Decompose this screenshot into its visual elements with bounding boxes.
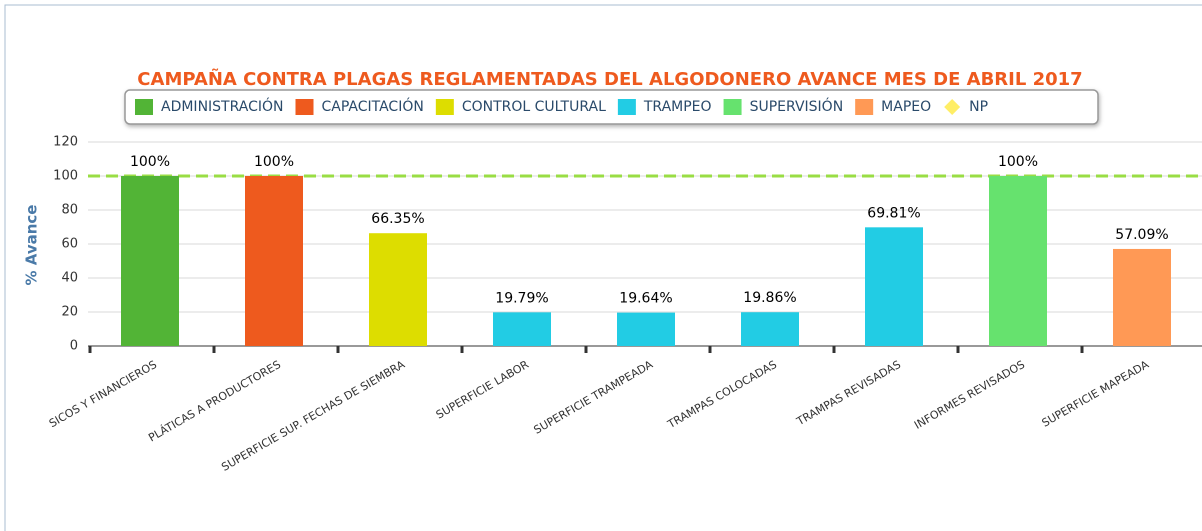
- y-tick-label: 60: [61, 237, 78, 252]
- value-label: 66.35%: [371, 211, 424, 227]
- bar: [121, 176, 179, 346]
- y-tick-label: 20: [61, 305, 78, 320]
- bar: [617, 312, 675, 346]
- y-tick-label: 40: [61, 271, 78, 286]
- legend-marker: [944, 99, 961, 115]
- legend-swatch: [135, 99, 153, 115]
- value-label: 19.64%: [619, 291, 672, 307]
- value-label: 57.09%: [1115, 227, 1168, 243]
- y-tick-label: 80: [61, 203, 78, 218]
- value-label: 19.86%: [743, 290, 796, 306]
- y-axis-title: % Avance: [23, 205, 41, 286]
- legend-swatch: [617, 99, 636, 115]
- legend-swatch: [855, 99, 874, 115]
- legend-box: [124, 89, 1099, 125]
- value-label: 100%: [254, 154, 294, 170]
- legend-swatch: [295, 99, 314, 115]
- legend-label: CAPACITACIÓN: [322, 97, 424, 115]
- y-tick-label: 0: [70, 339, 78, 354]
- bar: [741, 312, 799, 346]
- value-label: 69.81%: [867, 205, 920, 221]
- value-label: 100%: [130, 154, 170, 170]
- legend-label: ADMINISTRACIÓN: [161, 97, 284, 115]
- bar: [493, 312, 551, 346]
- value-label: 19.79%: [495, 290, 548, 306]
- y-tick-label: 120: [53, 135, 78, 150]
- value-label: 100%: [998, 154, 1038, 170]
- y-tick-label: 100: [53, 169, 78, 184]
- bar: [369, 233, 427, 346]
- bar: [989, 176, 1047, 346]
- chart-title: CAMPAÑA CONTRA PLAGAS REGLAMENTADAS DEL …: [137, 67, 1082, 90]
- legend-label: TRAMPEO: [643, 99, 712, 115]
- legend-swatch: [435, 99, 454, 115]
- bar: [865, 227, 923, 346]
- legend-label: SUPERVISIÓN: [750, 97, 844, 115]
- legend-label: NP: [969, 99, 988, 115]
- bar: [245, 176, 303, 346]
- bar: [1113, 248, 1171, 346]
- legend-swatch: [723, 99, 742, 115]
- legend-label: CONTROL CULTURAL: [462, 99, 606, 115]
- legend-label: MAPEO: [881, 99, 931, 115]
